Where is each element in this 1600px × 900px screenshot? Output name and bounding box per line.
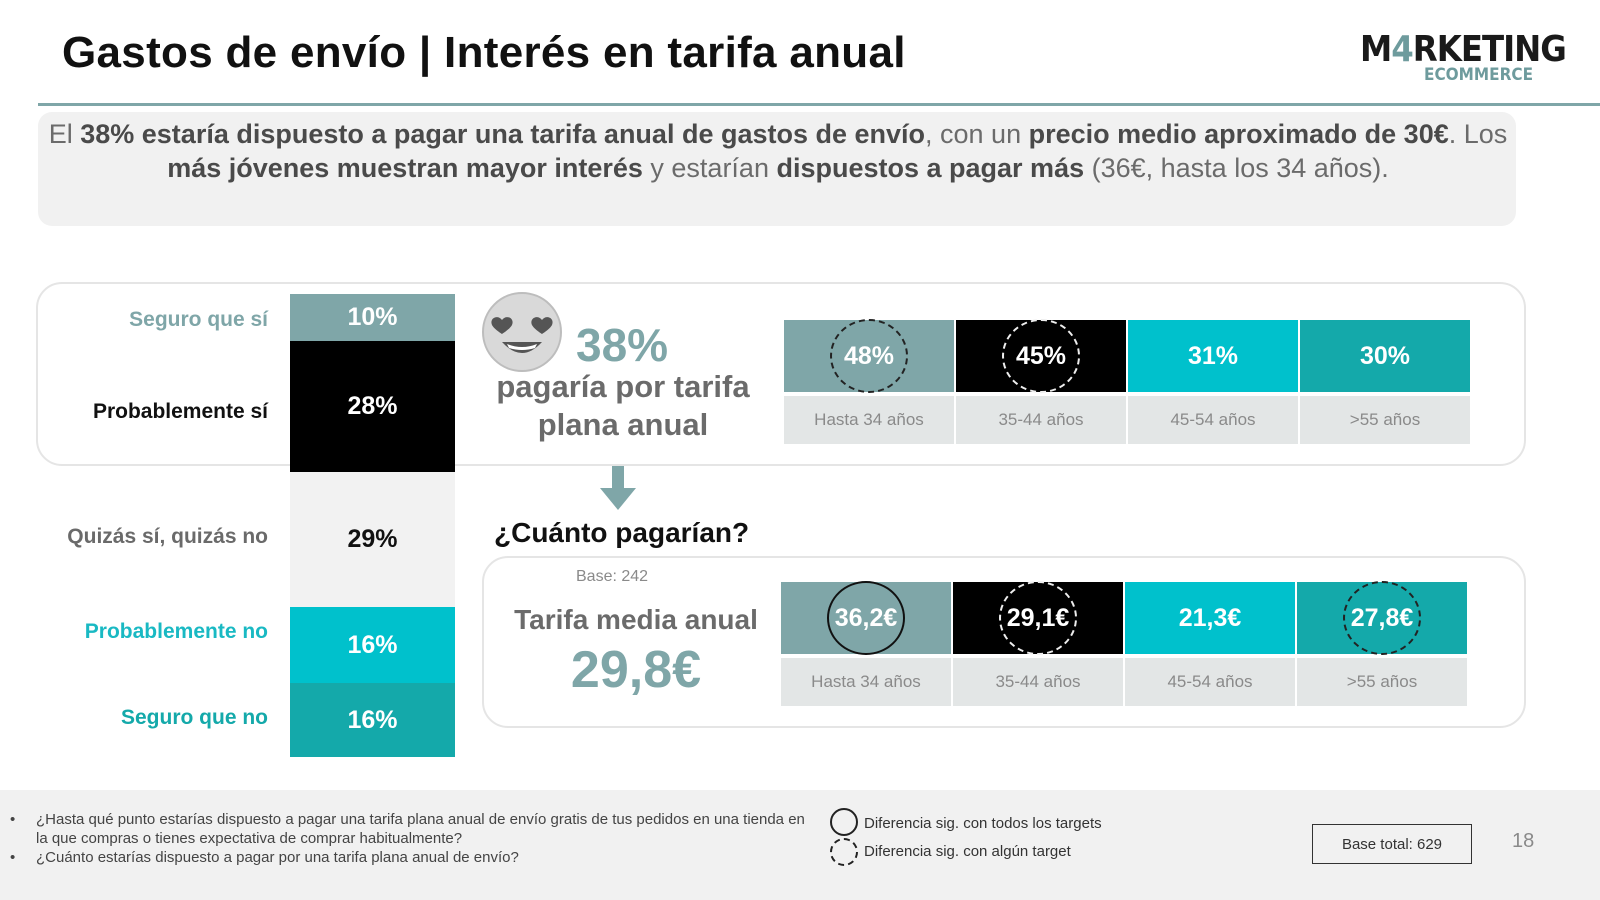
arrow-down-icon: [600, 466, 636, 510]
stacked-segment-probablemente-no: 16%: [290, 607, 455, 683]
page-title: Gastos de envío | Interés en tarifa anua…: [62, 28, 906, 77]
header-divider: [38, 103, 1600, 106]
summary-box: [38, 112, 1516, 226]
logo-wordmark: M4RKETING: [1360, 29, 1567, 70]
survey-question-item: ¿Hasta qué punto estarías dispuesto a pa…: [10, 810, 810, 848]
sig-dashed-marker: [1343, 581, 1421, 655]
price-by-age-table: 36,2€ 29,1€ 21,3€ 27,8€ Hasta 34 años 35…: [781, 581, 1469, 706]
brand-logo: M4RKETING ECOMMERCE: [1360, 30, 1567, 90]
age-group-label: Hasta 34 años: [784, 396, 954, 444]
age-group-label: 45-54 años: [1125, 658, 1295, 706]
headline-percentage: 38%: [576, 319, 669, 371]
price-value-cell: 27,8€: [1297, 581, 1467, 655]
sig-dashed-marker: [999, 581, 1077, 655]
age-group-label: 35-44 años: [956, 396, 1126, 444]
legend-solid-circle-icon: [830, 808, 858, 836]
legend-dashed-circle-icon: [830, 838, 858, 866]
page-number: 18: [1512, 830, 1535, 852]
price-value-cell: 36,2€: [781, 581, 951, 655]
summary-text: El 38% estaría dispuesto a pagar una tar…: [48, 119, 1508, 183]
age-group-label: Hasta 34 años: [781, 658, 951, 706]
stacked-segment-probablemente-si: 28%: [290, 341, 455, 472]
stacked-category-label: Probablemente sí: [92, 400, 268, 423]
stacked-category-label: Seguro que no: [121, 706, 268, 729]
base-note: Base: 242: [576, 568, 649, 585]
sig-dashed-marker: [830, 319, 908, 393]
stacked-segment-seguro-si: 10%: [290, 294, 455, 341]
stacked-category-label: Quizás sí, quizás no: [67, 525, 268, 548]
stacked-segment-quizas: 29%: [290, 472, 455, 607]
average-fee-label: Tarifa media anual: [514, 604, 758, 635]
sig-solid-marker: [827, 581, 905, 655]
price-value-cell: 21,3€: [1125, 582, 1295, 654]
age-group-label: 45-54 años: [1128, 396, 1298, 444]
base-total-badge: Base total: 629: [1312, 824, 1472, 864]
survey-questions: ¿Hasta qué punto estarías dispuesto a pa…: [10, 810, 810, 867]
average-fee-value: 29,8€: [570, 641, 702, 699]
stacked-category-label: Seguro que sí: [129, 308, 268, 331]
stacked-category-label: Probablemente no: [84, 620, 268, 643]
interest-by-age-table: 48% 45% 31% 30% Hasta 34 años 35-44 años…: [784, 319, 1472, 444]
price-question: ¿Cuánto pagarían?: [494, 517, 750, 548]
age-group-label: >55 años: [1300, 396, 1470, 444]
age-group-label: 35-44 años: [953, 658, 1123, 706]
price-value-cell: 29,1€: [953, 581, 1123, 655]
sig-dashed-marker: [1002, 319, 1080, 393]
legend-dashed-label: Diferencia sig. con algún target: [864, 843, 1071, 860]
headline-text: pagaría por tarifa plana anual: [496, 369, 750, 442]
stacked-segment-seguro-no: 16%: [290, 683, 455, 757]
interest-value-cell: 48%: [784, 319, 954, 393]
interest-value-cell: 45%: [956, 319, 1126, 393]
interest-value-cell: 31%: [1128, 320, 1298, 392]
logo-subtitle: ECOMMERCE: [1424, 65, 1534, 85]
age-group-label: >55 años: [1297, 658, 1467, 706]
legend-solid-label: Diferencia sig. con todos los targets: [864, 815, 1102, 832]
survey-question-item: ¿Cuánto estarías dispuesto a pagar por u…: [10, 848, 810, 867]
interest-value-cell: 30%: [1300, 320, 1470, 392]
heart-eyes-emoji-icon: [482, 292, 562, 372]
